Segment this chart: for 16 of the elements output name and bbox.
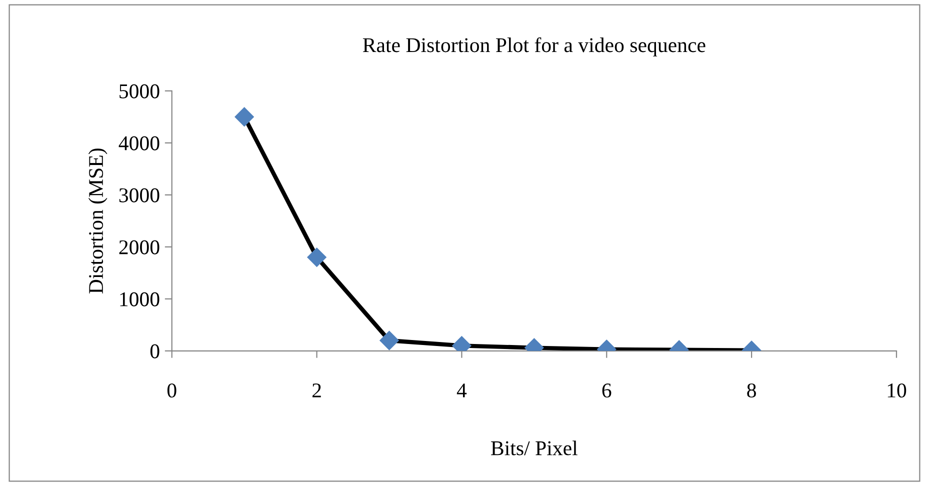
chart-title: Rate Distortion Plot for a video sequence bbox=[362, 37, 706, 56]
y-tick-label: 0 bbox=[150, 344, 160, 358]
x-tick-label: 10 bbox=[888, 383, 906, 398]
y-tick-label: 4000 bbox=[118, 136, 160, 150]
y-tick-label: 1000 bbox=[120, 292, 160, 306]
y-tick-label: 3000 bbox=[119, 188, 160, 202]
x-tick-label: 6 bbox=[602, 383, 612, 398]
x-tick-label: 0 bbox=[167, 383, 176, 398]
x-tick-label: 4 bbox=[456, 384, 467, 398]
y-axis-title: Distortion (MSE) bbox=[88, 148, 108, 294]
x-tick-label: 8 bbox=[747, 383, 756, 398]
x-axis-title: Bits/ Pixel bbox=[491, 440, 578, 456]
point bbox=[234, 107, 254, 126]
y-tick-label: 5000 bbox=[120, 84, 160, 98]
x-tick-label: 2 bbox=[312, 383, 321, 398]
y-tick-label: 2000 bbox=[119, 240, 160, 254]
